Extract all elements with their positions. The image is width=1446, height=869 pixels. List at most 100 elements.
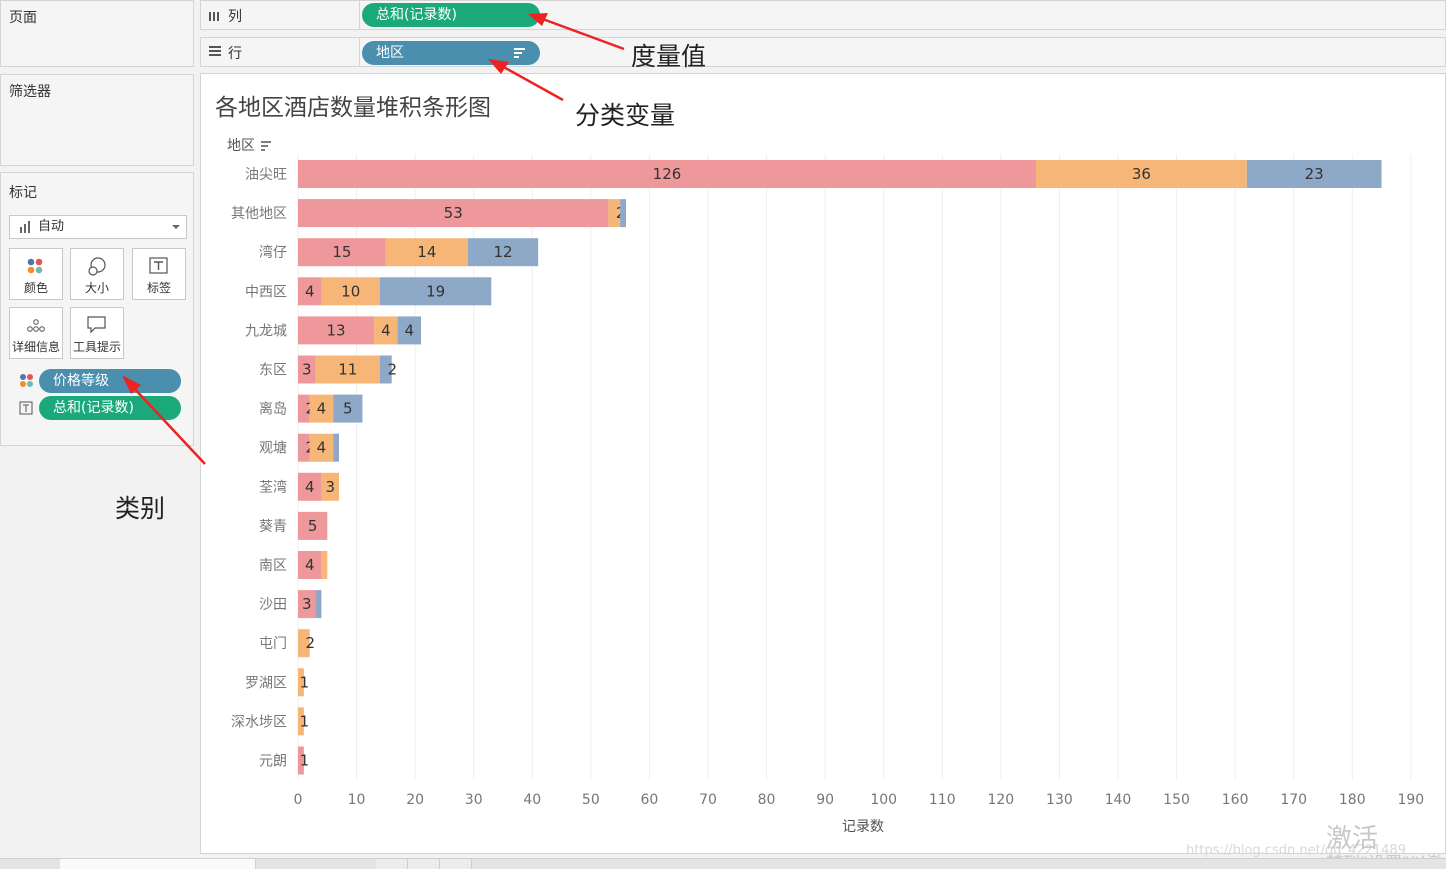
bar-segment: [321, 472, 339, 501]
bar-segment: [298, 472, 322, 501]
bar-segment: [298, 629, 310, 658]
columns-icon: [209, 12, 219, 21]
marks-card: 标记 自动 颜色 大小 标签 详细信息: [0, 172, 194, 446]
detail-button[interactable]: 详细信息: [9, 307, 63, 359]
category-label: 元朗: [259, 754, 287, 770]
label-button[interactable]: 标签: [132, 248, 186, 300]
color-dots-icon: [20, 374, 33, 387]
data-label: 4: [381, 321, 391, 339]
bar-segment: [298, 394, 310, 423]
y-axis-sort-icon: [261, 141, 271, 151]
chart-view[interactable]: 各地区酒店数量堆积条形图 地区油尖旺1263623其他地区532湾仔151412…: [200, 73, 1446, 854]
columns-shelf-divider: [359, 1, 360, 29]
record-count-column-pill[interactable]: 总和(记录数): [362, 3, 540, 27]
category-label: 离岛: [259, 401, 287, 418]
price-level-pill-label: 价格等级: [53, 373, 109, 389]
category-label: 沙田: [259, 597, 287, 613]
rows-label: 行: [228, 46, 242, 62]
sheet-tab-bar[interactable]: [0, 858, 1446, 869]
bar-segment: [298, 511, 328, 540]
x-tick-label: 170: [1280, 792, 1307, 808]
annotation-measure: 度量值: [631, 42, 707, 71]
data-label: 4: [317, 400, 327, 418]
data-label: 4: [305, 478, 315, 496]
x-tick-label: 30: [465, 792, 483, 808]
pages-card[interactable]: 页面: [0, 0, 194, 67]
category-label: 葵青: [259, 519, 287, 535]
record-count-mark-pill-label: 总和(记录数): [53, 400, 134, 416]
price-level-pill[interactable]: 价格等级: [39, 369, 181, 393]
data-label: 11: [338, 361, 357, 379]
record-count-column-pill-label: 总和(记录数): [376, 7, 457, 23]
watermark-url: https://blog.csdn.net/qq_4221489: [1186, 843, 1406, 858]
detail-icon: [27, 319, 45, 332]
bar-segment: [309, 433, 334, 462]
data-label: 5: [308, 517, 318, 535]
data-label: 2: [305, 634, 315, 652]
region-row-pill[interactable]: 地区: [362, 41, 540, 65]
sheet-tab[interactable]: [408, 859, 440, 869]
category-label: 东区: [259, 363, 287, 379]
sheet-tab[interactable]: [376, 859, 408, 869]
bar-segment: [298, 277, 322, 306]
category-label: 荃湾: [259, 479, 287, 496]
x-axis-title: 记录数: [842, 819, 884, 835]
bar-segment: [298, 238, 386, 267]
category-label: 湾仔: [259, 244, 287, 261]
rows-shelf[interactable]: 行 地区: [200, 37, 1446, 67]
label-icon: [149, 257, 168, 274]
filters-card[interactable]: 筛选器: [0, 74, 194, 166]
data-label: 1: [300, 673, 310, 691]
record-count-mark-pill[interactable]: 总和(记录数): [39, 396, 181, 420]
sheet-tab[interactable]: [440, 859, 472, 869]
x-tick-label: 70: [699, 792, 717, 808]
mark-type-dropdown[interactable]: 自动: [9, 215, 187, 239]
data-label: 23: [1305, 165, 1324, 183]
x-tick-label: 20: [406, 792, 424, 808]
rows-shelf-divider: [359, 38, 360, 66]
x-tick-label: 100: [870, 792, 897, 808]
data-label: 4: [405, 321, 415, 339]
color-button[interactable]: 颜色: [9, 248, 63, 300]
category-label: 南区: [259, 558, 287, 574]
data-label: 2: [387, 361, 397, 379]
category-label: 其他地区: [231, 206, 287, 222]
data-label: 4: [317, 439, 327, 457]
filters-title: 筛选器: [9, 84, 51, 100]
data-label: 12: [493, 243, 512, 261]
color-icon: [27, 258, 43, 274]
y-axis-title: 地区: [227, 138, 255, 154]
data-label: 15: [332, 243, 351, 261]
data-label: 4: [305, 556, 315, 574]
bar-segment: [298, 355, 316, 384]
data-label: 1: [300, 712, 310, 730]
chevron-down-icon: [172, 225, 180, 229]
tooltip-button[interactable]: 工具提示: [70, 307, 124, 359]
x-tick-label: 80: [758, 792, 776, 808]
bar-segment: [397, 316, 421, 345]
bar-segment: [333, 394, 363, 423]
columns-shelf[interactable]: 列 总和(记录数): [200, 0, 1446, 30]
color-button-label: 颜色: [23, 281, 48, 295]
x-tick-label: 160: [1222, 792, 1249, 808]
bar-segment: [620, 199, 626, 228]
bar-segment: [385, 238, 468, 267]
annotation-category: 类别: [115, 494, 166, 523]
pages-title: 页面: [9, 10, 37, 26]
tooltip-button-label: 工具提示: [72, 340, 121, 354]
data-label: 36: [1132, 165, 1151, 183]
data-label: 3: [302, 595, 312, 613]
x-tick-label: 130: [1046, 792, 1073, 808]
sheet-tab[interactable]: [60, 859, 256, 869]
x-tick-label: 60: [641, 792, 659, 808]
x-tick-label: 150: [1163, 792, 1190, 808]
bar-segment: [315, 355, 380, 384]
size-button[interactable]: 大小: [70, 248, 124, 300]
bar-segment: [298, 668, 304, 697]
bar-segment: [315, 590, 322, 619]
size-icon: [88, 257, 106, 276]
data-label: 14: [417, 243, 436, 261]
bar-segment: [379, 355, 392, 384]
bar-segment: [379, 277, 492, 306]
x-tick-label: 190: [1397, 792, 1424, 808]
